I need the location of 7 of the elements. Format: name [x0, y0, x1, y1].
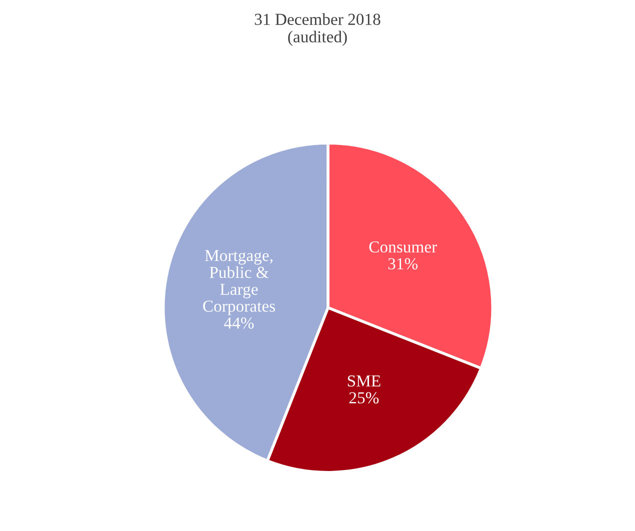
slice-label: Consumer: [369, 241, 437, 253]
chart-title: 31 December 2018 (audited): [254, 13, 380, 46]
slice-label: SME: [348, 375, 380, 387]
data-label: 31%: [388, 258, 418, 270]
slice-label: Mortgage, Public & Large Corporates: [203, 250, 275, 316]
data-label: 25%: [349, 392, 379, 404]
data-label: 44%: [224, 317, 254, 329]
